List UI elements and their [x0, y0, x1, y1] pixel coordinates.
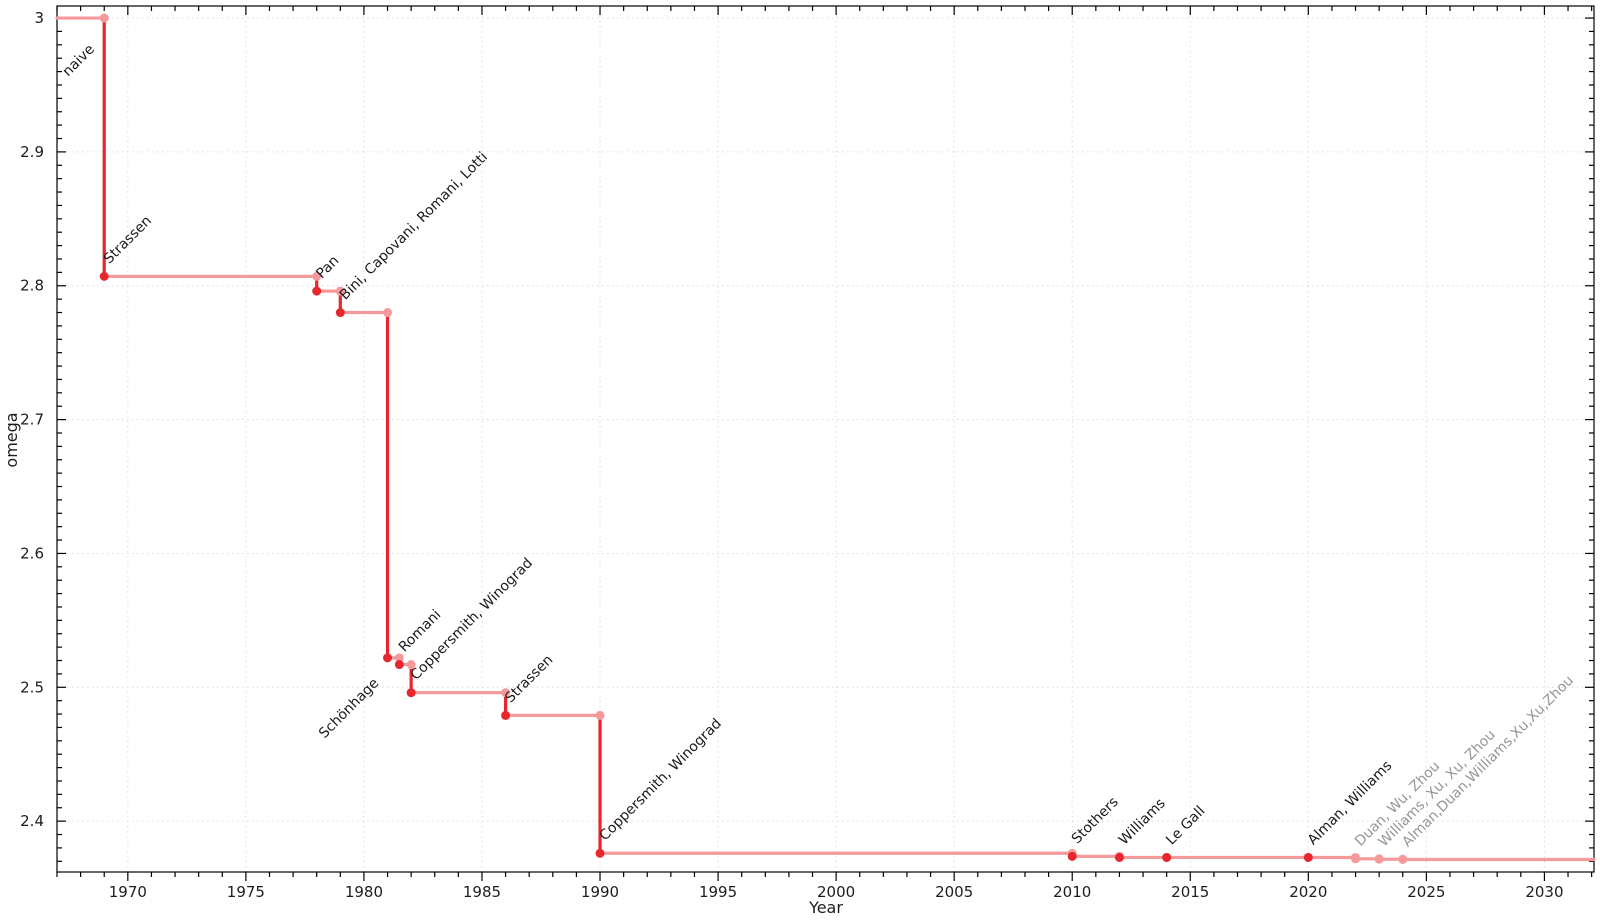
x-tick-label: 1995 — [699, 883, 737, 901]
event-label: Schönhage — [316, 675, 382, 741]
x-tick-label: 2010 — [1053, 883, 1091, 901]
event-label: Williams, Xu, Xu, Zhou — [1376, 727, 1499, 850]
y-tick-label: 2.9 — [20, 143, 44, 161]
event-label: Coppersmith, Winograd — [597, 716, 725, 844]
event-marker-previous-value — [335, 286, 345, 296]
event-marker-previous-value — [99, 13, 109, 23]
x-tick-label: 2030 — [1525, 883, 1563, 901]
y-tick-label: 3 — [34, 9, 44, 27]
x-tick-label: 2000 — [817, 883, 855, 901]
event-marker-previous-value — [312, 271, 322, 281]
x-tick-label: 1985 — [463, 883, 501, 901]
event-marker — [383, 653, 393, 663]
event-marker — [312, 286, 322, 296]
event-marker — [595, 848, 605, 858]
event-marker-previous-value — [383, 308, 393, 318]
x-tick-label: 2015 — [1171, 883, 1209, 901]
axis-frame — [56, 5, 1595, 873]
event-label: Le Gall — [1163, 803, 1208, 848]
y-tick-label: 2.5 — [20, 678, 44, 696]
event-marker — [1303, 852, 1313, 862]
event-marker — [1374, 854, 1384, 864]
event-marker-previous-value — [406, 660, 416, 670]
event-label: naive — [60, 41, 98, 79]
event-marker-previous-value — [394, 653, 404, 663]
event-marker — [1114, 852, 1124, 862]
x-tick-label: 2005 — [935, 883, 973, 901]
event-marker — [406, 688, 416, 698]
x-tick-label: 1975 — [227, 883, 265, 901]
event-marker — [1067, 851, 1077, 861]
y-tick-label: 2.8 — [20, 277, 44, 295]
event-marker — [394, 660, 404, 670]
event-marker — [1162, 852, 1172, 862]
x-tick-label: 2020 — [1289, 883, 1327, 901]
event-marker-previous-value — [595, 710, 605, 720]
event-marker — [1398, 854, 1408, 864]
x-axis-title: Year — [808, 898, 843, 917]
x-tick-label: 1980 — [345, 883, 383, 901]
x-tick-label: 1990 — [581, 883, 619, 901]
y-tick-label: 2.6 — [20, 544, 44, 562]
event-label: Bini, Capovani, Romani, Lotti — [337, 149, 491, 303]
x-tick-label: 2025 — [1407, 883, 1445, 901]
y-tick-label: 2.4 — [20, 812, 44, 830]
event-label: Strassen — [502, 652, 556, 706]
event-label: Williams — [1116, 796, 1169, 849]
event-marker — [501, 710, 511, 720]
event-label: Stothers — [1069, 794, 1122, 847]
x-tick-label: 1970 — [109, 883, 147, 901]
event-marker — [99, 271, 109, 281]
event-marker-previous-value — [501, 688, 511, 698]
y-axis-title: omega — [2, 412, 21, 467]
y-tick-label: 2.7 — [20, 411, 44, 429]
event-marker — [335, 308, 345, 318]
event-marker — [1351, 854, 1361, 864]
